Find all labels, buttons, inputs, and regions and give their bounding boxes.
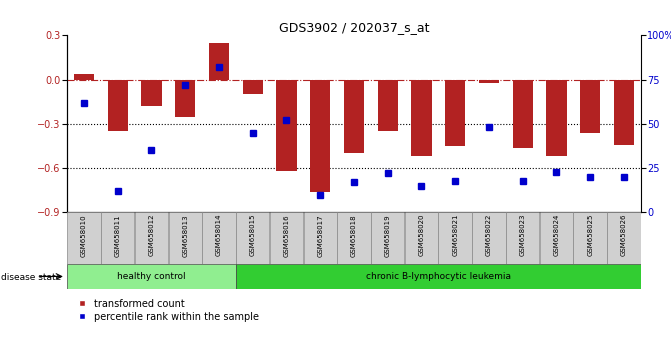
Bar	[371, 212, 405, 264]
Bar	[574, 212, 607, 264]
Bar	[580, 80, 601, 133]
Bar	[168, 212, 202, 264]
Bar	[405, 212, 438, 264]
Bar	[479, 80, 499, 82]
Text: GSM658016: GSM658016	[283, 214, 289, 257]
Text: disease state: disease state	[1, 273, 61, 282]
Bar	[344, 80, 364, 153]
Bar	[107, 80, 128, 131]
Text: GSM658014: GSM658014	[216, 214, 222, 256]
Bar	[378, 80, 398, 131]
Bar	[236, 212, 270, 264]
Text: GSM658010: GSM658010	[81, 214, 87, 257]
Bar	[67, 212, 101, 264]
Bar	[236, 264, 641, 289]
Text: GSM658011: GSM658011	[115, 214, 121, 257]
Bar	[411, 80, 431, 156]
Bar	[243, 80, 263, 95]
Bar	[614, 80, 634, 144]
Text: GSM658017: GSM658017	[317, 214, 323, 257]
Text: GSM658024: GSM658024	[554, 214, 560, 256]
Bar	[209, 43, 229, 80]
Text: GSM658026: GSM658026	[621, 214, 627, 256]
Text: GSM658025: GSM658025	[587, 214, 593, 256]
Bar	[303, 212, 337, 264]
Text: GSM658015: GSM658015	[250, 214, 256, 256]
Bar	[74, 74, 94, 80]
Bar	[513, 80, 533, 148]
Bar	[101, 212, 134, 264]
Text: GSM658018: GSM658018	[351, 214, 357, 257]
Text: GSM658021: GSM658021	[452, 214, 458, 256]
Text: GSM658013: GSM658013	[183, 214, 189, 257]
Bar	[202, 212, 236, 264]
Text: GSM658023: GSM658023	[519, 214, 525, 256]
Bar	[506, 212, 539, 264]
Text: GSM658012: GSM658012	[148, 214, 154, 256]
Bar	[546, 80, 566, 156]
Bar	[276, 80, 297, 171]
Bar	[142, 80, 162, 106]
Bar	[175, 80, 195, 116]
Bar	[310, 80, 330, 192]
Bar	[445, 80, 465, 146]
Bar	[338, 212, 370, 264]
Bar	[472, 212, 506, 264]
Text: GSM658020: GSM658020	[419, 214, 425, 256]
Bar	[135, 212, 168, 264]
Text: GSM658019: GSM658019	[384, 214, 391, 257]
Bar	[539, 212, 573, 264]
Text: healthy control: healthy control	[117, 272, 186, 281]
Legend: transformed count, percentile rank within the sample: transformed count, percentile rank withi…	[72, 299, 259, 321]
Bar	[438, 212, 472, 264]
Bar	[67, 264, 236, 289]
Text: chronic B-lymphocytic leukemia: chronic B-lymphocytic leukemia	[366, 272, 511, 281]
Text: GSM658022: GSM658022	[486, 214, 492, 256]
Title: GDS3902 / 202037_s_at: GDS3902 / 202037_s_at	[278, 21, 429, 34]
Bar	[270, 212, 303, 264]
Bar	[607, 212, 641, 264]
